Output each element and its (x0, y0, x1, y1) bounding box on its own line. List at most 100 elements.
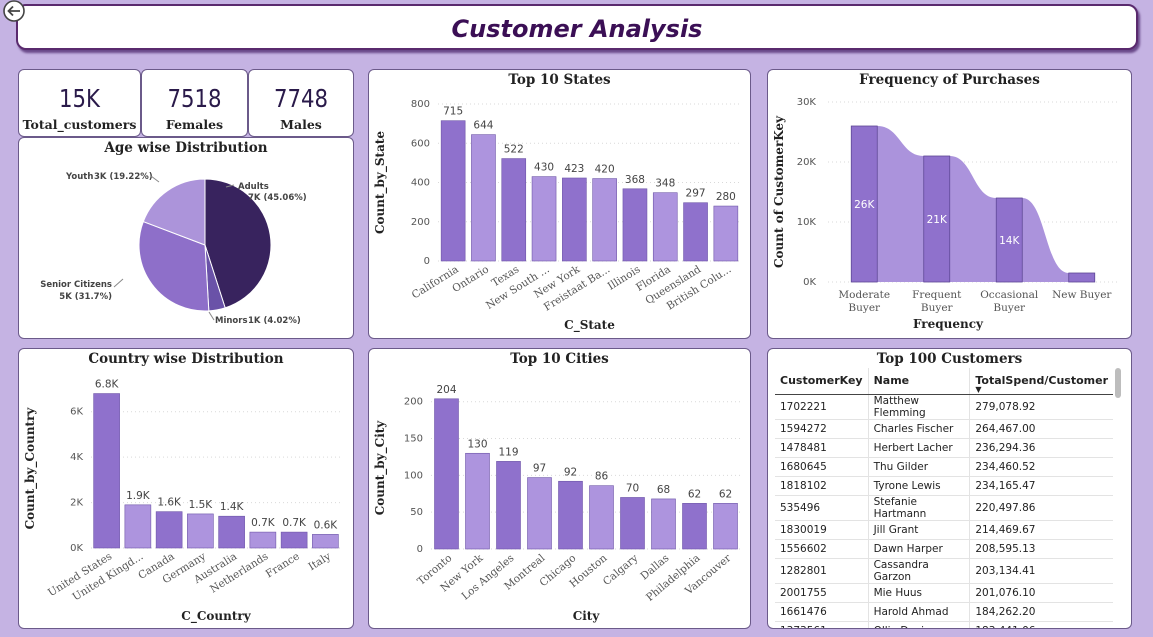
data-label: 423 (564, 163, 584, 175)
cell-name: Matthew Flemming (868, 394, 971, 420)
cell-name: Charles Fischer (868, 419, 971, 439)
cell-totalspend: 184,262.20 (969, 602, 1113, 622)
pie-label-name: Adults (238, 182, 269, 192)
frequency-card: Frequency of Purchases 0K 10K 20K 30K 26K Mod… (767, 69, 1132, 339)
cell-totalspend: 279,078.92 (969, 394, 1113, 420)
cell-totalspend: 201,076.10 (969, 583, 1113, 603)
table-row[interactable]: 1282801 Cassandra Garzon 203,134.41 (775, 558, 1113, 584)
cell-customerkey: 2001755 (775, 583, 869, 603)
table-row[interactable]: 1661476 Harold Ahmad 184,262.20 (775, 602, 1113, 622)
cell-name: Stefanie Hartmann (868, 495, 971, 521)
y-tick-label: 20K (797, 157, 817, 168)
table-row[interactable]: 1478481 Herbert Lacher 236,294.36 (775, 438, 1113, 458)
top-states-card: Top 10 States 0 200 400 600 800 715 California… (368, 69, 751, 339)
x-axis-title: City (573, 609, 601, 623)
bar (496, 461, 521, 550)
cell-customerkey: 1818102 (775, 476, 869, 496)
bar (713, 503, 738, 550)
table-scrollbar[interactable] (1115, 368, 1121, 398)
frequency-area (851, 126, 1095, 282)
column-header-customerkey[interactable]: CustomerKey (775, 368, 869, 395)
x-category-label: Calgary (601, 552, 641, 588)
bar (531, 176, 557, 262)
bar (651, 498, 676, 550)
data-label: 0.7K (251, 517, 276, 529)
cell-totalspend: 234,165.47 (969, 476, 1113, 496)
data-label: 1.4K (220, 501, 245, 513)
bar (249, 531, 277, 549)
data-label: 0.7K (282, 517, 307, 529)
cell-totalspend: 214,469.67 (969, 520, 1113, 540)
y-tick-label: 10K (797, 217, 817, 228)
table-row[interactable]: 1556602 Dawn Harper 208,595.13 (775, 539, 1113, 559)
data-label: 0.6K (314, 519, 339, 531)
bar (440, 120, 466, 262)
pie-label-name: Youth (65, 172, 93, 182)
table-row[interactable]: 1594272 Charles Fischer 264,467.00 (775, 419, 1113, 439)
y-tick-label: 30K (797, 97, 817, 108)
y-tick-label: 0K (70, 543, 83, 554)
column-header-totalspend[interactable]: TotalSpend/Customer ▼ (969, 368, 1113, 395)
x-category-label: Frequent Buyer (912, 289, 962, 314)
y-axis-title: Count_by_City (373, 420, 388, 516)
y-tick-label: 400 (411, 178, 430, 189)
cell-name: Jill Grant (868, 520, 971, 540)
data-label: 6.8K (95, 379, 120, 391)
pie-slice-senior-citizens (138, 220, 210, 312)
table-row[interactable]: 1818102 Tyrone Lewis 234,165.47 (775, 476, 1113, 496)
cell-name: Dawn Harper (868, 539, 971, 559)
cell-totalspend: 203,134.41 (969, 558, 1113, 584)
frequency-bar-chart: 0K 10K 20K 30K 26K Moderate Buyer 21K Frequent Bu… (772, 97, 1118, 331)
customers-table-wrapper: CustomerKey Name TotalSpend/Customer ▼ 1… (775, 368, 1113, 628)
bar (923, 155, 951, 283)
table-row[interactable]: 1680645 Thu Gilder 234,460.52 (775, 457, 1113, 477)
x-category-label: New Buyer (1052, 289, 1112, 301)
cell-name: Thu Gilder (868, 457, 971, 477)
y-tick-label: 6K (70, 407, 83, 418)
data-label: 21K (927, 214, 948, 226)
data-label: 62 (688, 488, 701, 500)
data-label: 297 (686, 188, 706, 200)
bar (471, 134, 496, 262)
x-category-label: Occasional Buyer (980, 289, 1039, 314)
cell-customerkey: 1830019 (775, 520, 869, 540)
bar (527, 477, 552, 550)
y-tick-label: 800 (411, 99, 430, 110)
y-axis-title: Count of CustomerKey (772, 115, 786, 268)
y-tick-label: 200 (404, 397, 423, 408)
data-label: 130 (467, 438, 487, 450)
table-row[interactable]: 2001755 Mie Huus 201,076.10 (775, 583, 1113, 603)
cell-customerkey: 1594272 (775, 419, 869, 439)
back-button[interactable] (1, 0, 28, 23)
table-row[interactable]: 1702221 Matthew Flemming 279,078.92 (775, 394, 1113, 420)
y-axis-title: Count_by_Country (23, 407, 38, 530)
cell-totalspend: 264,467.00 (969, 419, 1113, 439)
bar (558, 480, 583, 550)
kpi-label: Males (280, 117, 322, 132)
pie-leader-line (113, 278, 124, 288)
x-axis-title: C_State (564, 318, 615, 333)
pie-leader-line (225, 184, 235, 188)
chart-title: Top 10 Cities (510, 351, 609, 367)
cell-totalspend: 234,460.52 (969, 457, 1113, 477)
kpi-value: 7518 (167, 84, 222, 113)
kpi-value: 15K (59, 84, 100, 113)
x-category-label: Moderate Buyer (838, 289, 890, 314)
y-tick-label: 0 (417, 544, 423, 555)
data-label: 348 (655, 178, 675, 190)
data-label: 420 (595, 164, 615, 176)
cell-totalspend: 208,595.13 (969, 539, 1113, 559)
column-header-name[interactable]: Name (868, 368, 971, 395)
cell-customerkey: 1661476 (775, 602, 869, 622)
chart-title: Age wise Distribution (104, 140, 268, 156)
table-row[interactable]: 1830019 Jill Grant 214,469.67 (775, 520, 1113, 540)
data-label: 522 (504, 144, 524, 156)
country-distribution-card: Country wise Distribution 0K 2K 4K 6K 6.8K Un… (18, 348, 354, 629)
table-row[interactable]: 1373561Ollie Davis183,441.06 (775, 621, 1113, 628)
y-tick-label: 150 (404, 434, 423, 445)
pie-label-value: 3K (19.22%) (94, 172, 153, 182)
pie-label-name: Senior Citizens (40, 280, 112, 290)
y-tick-label: 50 (410, 507, 423, 518)
bar (592, 178, 617, 262)
table-row[interactable]: 535496 Stefanie Hartmann 220,497.86 (775, 495, 1113, 521)
